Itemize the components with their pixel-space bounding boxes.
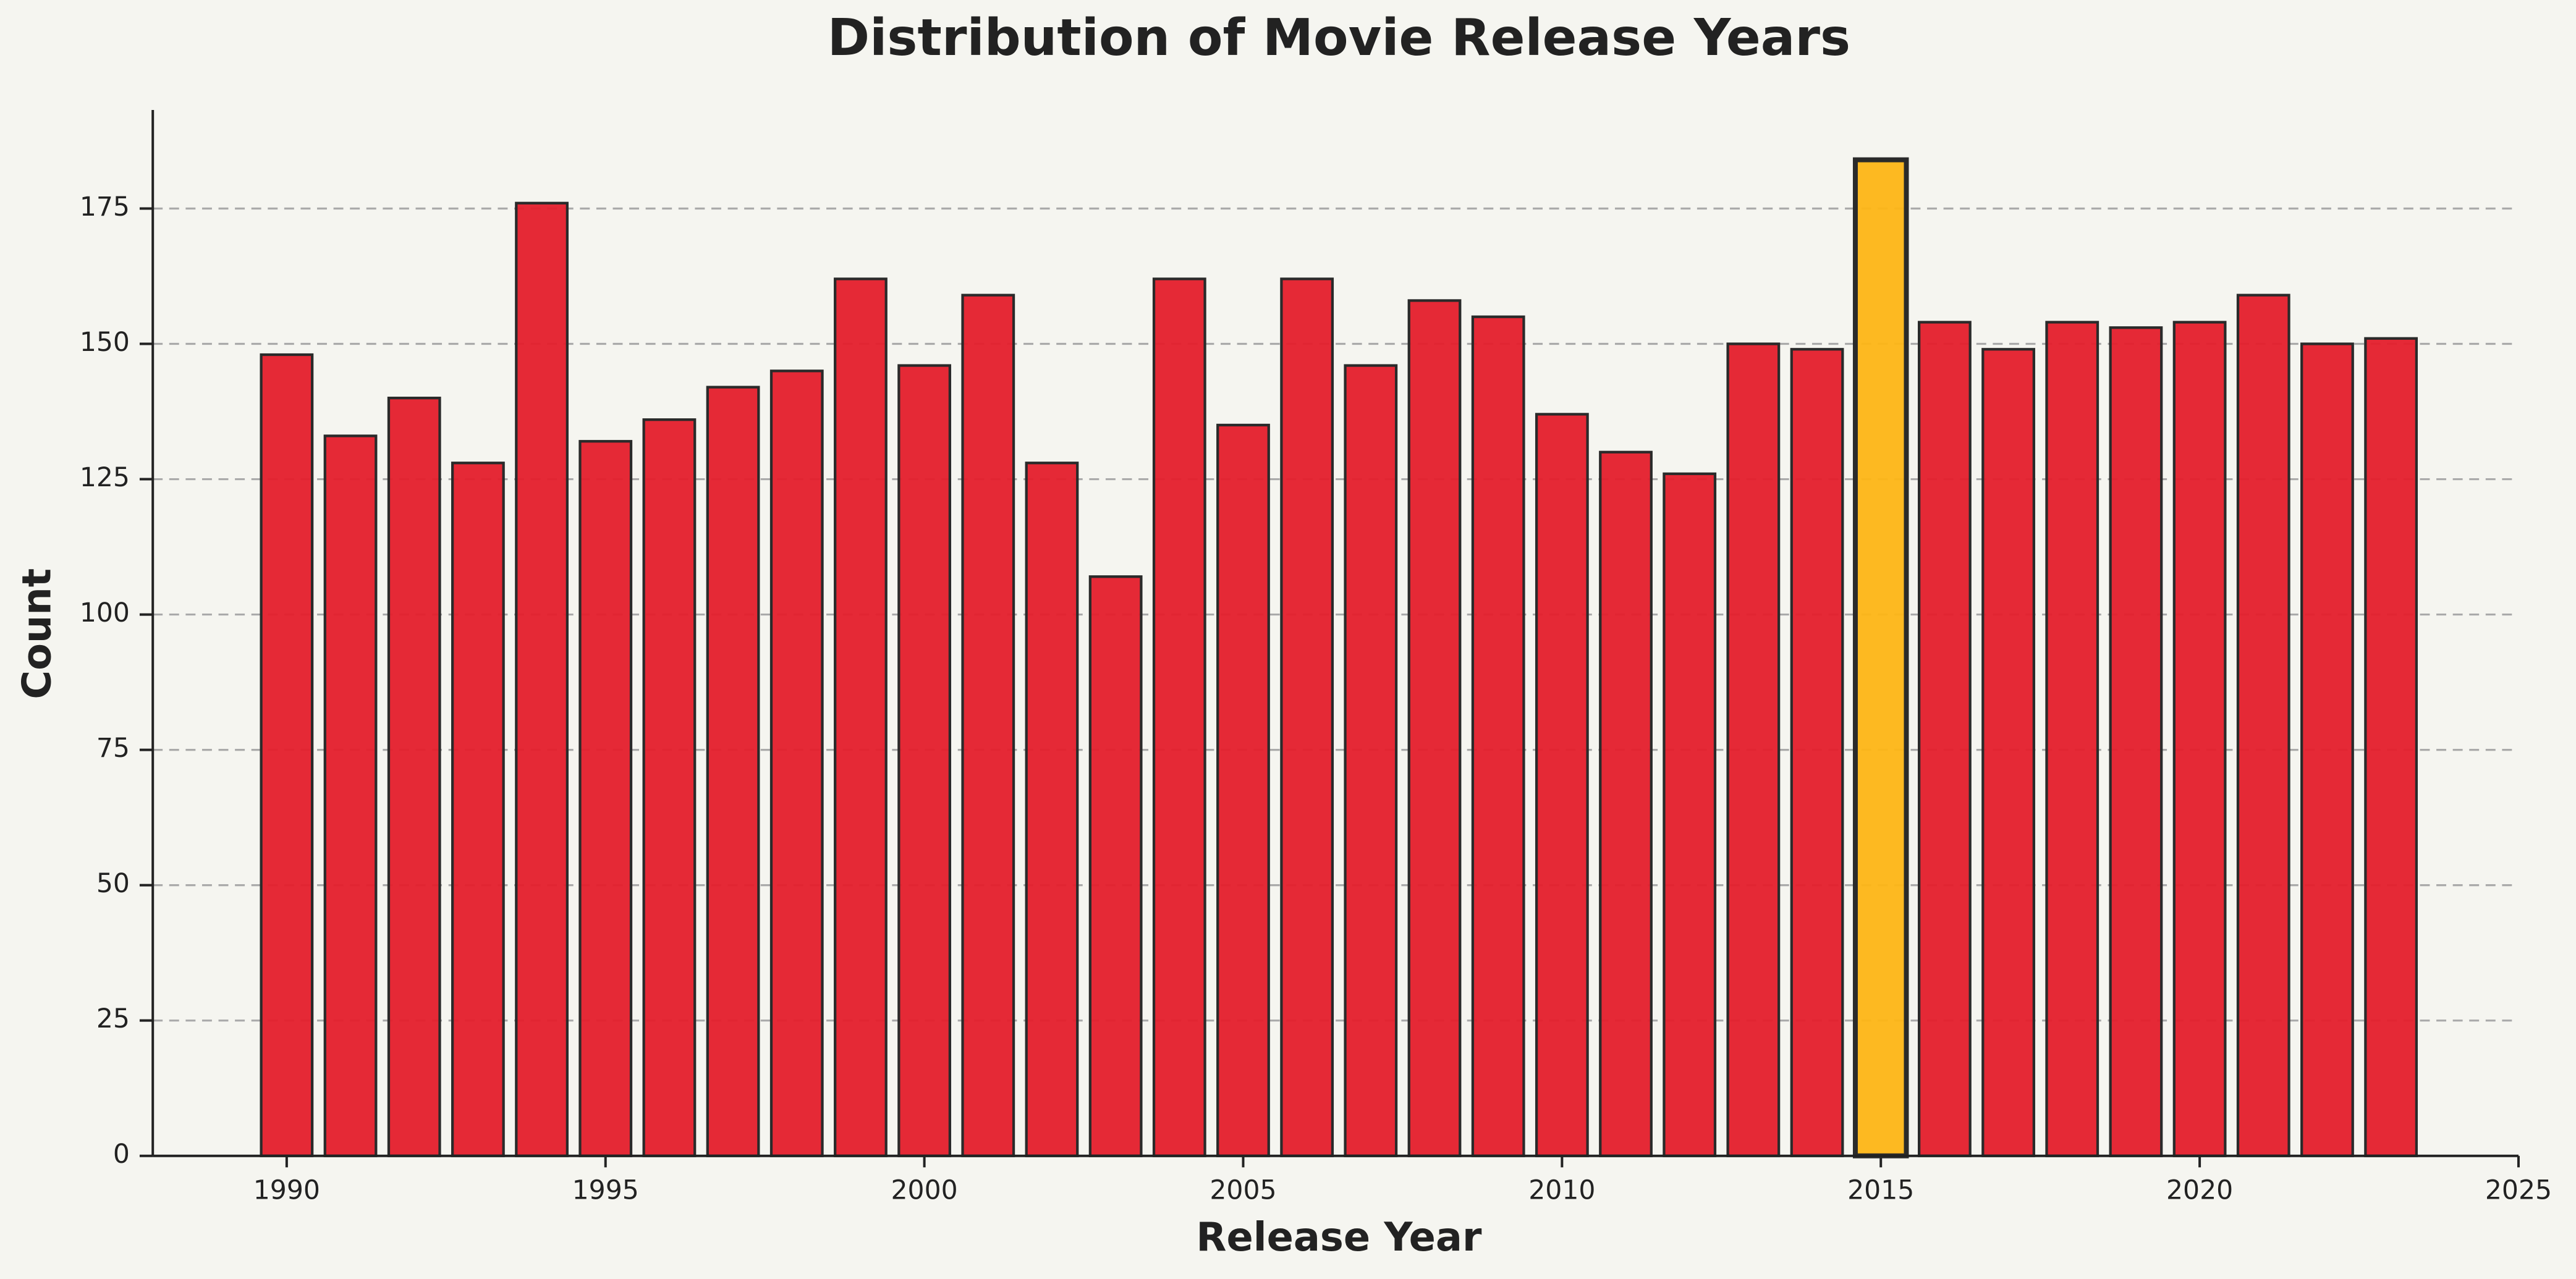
bar	[1407, 299, 1462, 1157]
bar	[1088, 575, 1143, 1157]
bar	[1918, 321, 1972, 1157]
y-tick-label: 125	[80, 463, 130, 493]
bar	[1152, 277, 1206, 1157]
bar	[1025, 462, 1079, 1157]
chart-title: Distribution of Movie Release Years	[828, 9, 1850, 67]
bar	[451, 462, 505, 1157]
x-axis-label: Release Year	[1196, 1215, 1482, 1260]
y-tick-label: 25	[96, 1004, 130, 1034]
x-tick-label: 2025	[2485, 1176, 2552, 1206]
bar	[387, 397, 441, 1157]
bar	[2300, 342, 2354, 1157]
x-tick-label: 2015	[1847, 1176, 1914, 1206]
bar	[1280, 277, 1334, 1157]
bar	[769, 369, 824, 1157]
bar	[578, 440, 633, 1157]
y-tick-label: 0	[113, 1139, 130, 1170]
x-tick-label: 1990	[253, 1176, 320, 1206]
bar	[706, 386, 760, 1157]
bar	[1663, 472, 1717, 1157]
bar	[1981, 348, 2035, 1157]
bar	[515, 201, 569, 1157]
y-axis-label: Count	[14, 568, 60, 699]
bar	[1471, 315, 1525, 1157]
bar	[1216, 423, 1270, 1157]
bar	[2109, 326, 2163, 1157]
bar	[1790, 348, 1844, 1157]
bar	[2364, 337, 2418, 1157]
y-tick-label: 100	[80, 598, 130, 628]
bar	[2172, 321, 2227, 1157]
bar	[2236, 293, 2290, 1157]
bar	[1726, 342, 1781, 1157]
x-tick-label: 1995	[572, 1176, 639, 1206]
bar	[897, 364, 952, 1157]
bar	[1852, 157, 1909, 1159]
y-tick-label: 150	[80, 327, 130, 358]
bar	[323, 434, 378, 1157]
x-tick-label: 2010	[1528, 1176, 1595, 1206]
bar	[642, 418, 697, 1157]
y-tick-label: 75	[96, 733, 130, 764]
y-tick-label: 175	[80, 192, 130, 222]
bar	[2045, 321, 2099, 1157]
y-tick-label: 50	[96, 869, 130, 899]
bar	[1344, 364, 1398, 1157]
bar	[1599, 450, 1653, 1157]
bar	[1535, 413, 1589, 1157]
bar	[834, 277, 888, 1157]
x-tick-label: 2005	[1210, 1176, 1276, 1206]
bar	[260, 353, 314, 1157]
bar	[961, 293, 1015, 1157]
x-tick-label: 2020	[2166, 1176, 2233, 1206]
x-tick-label: 2000	[891, 1176, 958, 1206]
